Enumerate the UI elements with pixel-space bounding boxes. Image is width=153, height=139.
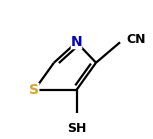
Text: SH: SH [67, 122, 86, 135]
Text: CN: CN [126, 33, 146, 46]
Text: N: N [71, 35, 82, 49]
Text: S: S [29, 83, 39, 97]
